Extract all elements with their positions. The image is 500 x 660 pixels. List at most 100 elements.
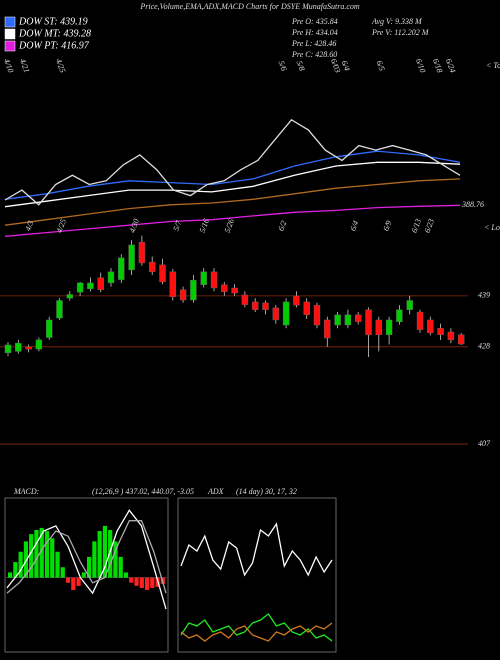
candle-body [437, 328, 444, 335]
line [4, 161, 461, 208]
candle-body [324, 319, 331, 339]
histogram-bar [44, 531, 50, 578]
adx-params: (14 day) 30, 17, 32 [236, 487, 297, 496]
candle-body [396, 309, 403, 322]
legend-swatch [4, 16, 16, 28]
candle-body [148, 261, 156, 272]
candle-body [210, 271, 218, 289]
macd-frame [4, 497, 169, 653]
candle-body [128, 244, 135, 271]
histogram-bar [108, 530, 113, 578]
candle-body [251, 301, 259, 310]
date-label: 6/4 [348, 219, 360, 232]
level-label: 407 [478, 439, 491, 448]
line [6, 509, 167, 610]
candle-body [344, 314, 352, 326]
candle-body [447, 331, 455, 341]
date-label: 4/3 [23, 219, 35, 232]
candle-body [221, 284, 228, 292]
candle-body [303, 301, 310, 316]
histogram-bar [150, 577, 155, 588]
histogram-bar [87, 556, 92, 578]
candle-body [313, 304, 321, 326]
candle-body [190, 279, 197, 301]
candle-body [385, 319, 393, 335]
histogram-bar [13, 562, 18, 578]
date-label: 5/8 [295, 59, 307, 72]
histogram-bar [92, 541, 97, 578]
legend-text: DOW ST: 439.19 [18, 16, 88, 27]
histogram-bar [29, 534, 34, 578]
line [4, 204, 461, 237]
histogram-bar [113, 541, 118, 578]
info-text: Pre O: 435.84 [291, 17, 338, 26]
candle-body [118, 257, 125, 280]
histogram-bar [129, 577, 134, 583]
info-text: Pre V: 112.202 M [371, 28, 430, 37]
level-label: 428 [478, 342, 490, 351]
candle-body [35, 339, 43, 350]
adx-frame [177, 497, 337, 653]
line [4, 150, 461, 200]
line [6, 520, 167, 594]
histogram-bar [60, 567, 65, 578]
legend-text: DOW MT: 439.28 [18, 28, 91, 39]
histogram-bar [81, 572, 86, 578]
candle-body [138, 241, 146, 264]
lows-label: < Lows [484, 223, 500, 232]
histogram-bar [144, 577, 150, 590]
level-label: 439 [478, 291, 490, 300]
histogram-bar [23, 541, 29, 578]
histogram-bar [118, 556, 123, 578]
legend-text: DOW PT: 416.97 [18, 40, 90, 51]
candle-body [15, 342, 22, 352]
legend-swatch [4, 40, 16, 52]
info-text: Pre C: 428.60 [291, 50, 337, 59]
candle-body [200, 271, 207, 285]
candle-body [25, 346, 32, 350]
line [4, 178, 461, 226]
tops-label: < Tops [486, 61, 500, 70]
histogram-bar [102, 525, 108, 578]
macd-label: MACD: [13, 487, 40, 496]
histogram-bar [34, 530, 39, 578]
candle-body [282, 301, 290, 326]
histogram-bar [71, 577, 76, 590]
histogram-bar [134, 577, 139, 586]
candle-body [56, 300, 63, 319]
candle-body [262, 302, 269, 310]
histogram-bar [50, 538, 55, 578]
date-label: 6/2 [276, 219, 288, 232]
title: Price,Volume,EMA,ADX,MACD Charts for DSY… [139, 2, 360, 11]
histogram-bar [55, 551, 60, 578]
info-text: Pre H: 434.04 [291, 28, 338, 37]
candle-body [46, 319, 53, 338]
histogram-bar [97, 531, 102, 578]
histogram-bar [65, 577, 71, 583]
candle-body [334, 314, 341, 326]
candle-body [406, 300, 413, 310]
line [4, 118, 461, 206]
candle-body [97, 277, 104, 291]
candle-body [293, 295, 300, 306]
histogram-bar [18, 551, 23, 578]
histogram-bar [123, 572, 129, 578]
histogram-bar [76, 577, 81, 586]
date-label: 5/7 [171, 218, 183, 232]
info-text: Avg V: 9.338 M [371, 17, 423, 26]
date-label: 6/9 [381, 219, 393, 232]
candle-body [458, 334, 465, 345]
histogram-bar [39, 527, 44, 578]
candle-body [241, 294, 249, 305]
candle-body [272, 307, 279, 321]
date-label: 5/6 [277, 59, 289, 72]
candle-body [76, 282, 84, 293]
candle-body [169, 271, 177, 297]
candle-body [375, 319, 382, 335]
candle-body [159, 264, 166, 283]
end-value-label: 388.76 [461, 200, 484, 209]
date-label: 6/4 [340, 59, 352, 72]
adx-label: ADX [207, 487, 225, 496]
line [180, 622, 333, 642]
